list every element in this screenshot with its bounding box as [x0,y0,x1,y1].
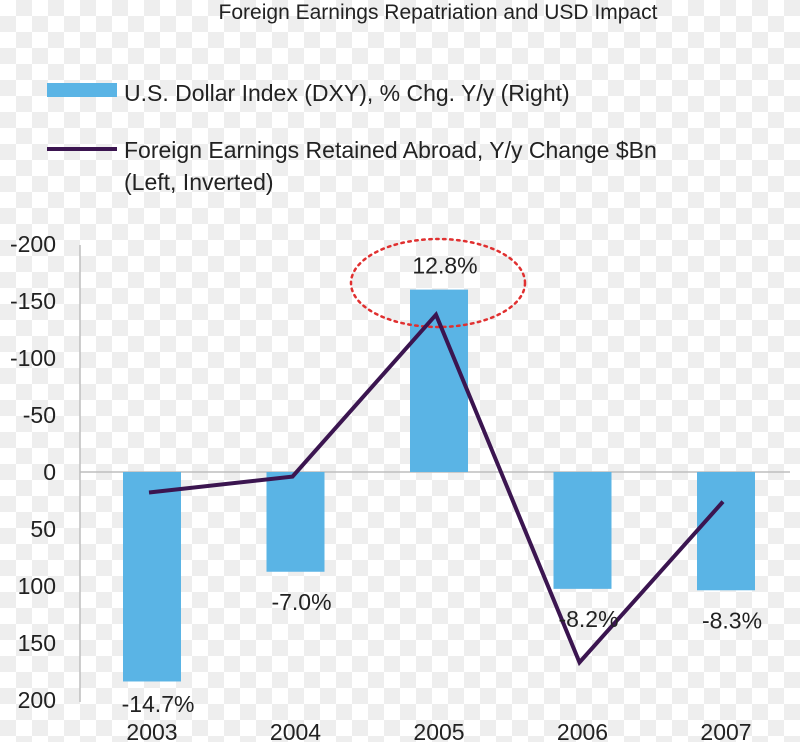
bar-label-2005: 12.8% [412,253,477,279]
x-axis-ticks: 2003 2004 2005 2006 2007 [126,719,751,742]
legend-label-dxy: U.S. Dollar Index (DXY), % Chg. Y/y (Rig… [124,80,570,106]
y-tick-label: 0 [43,459,56,485]
y-axis-ticks: -200 -150 -100 -50 0 50 100 150 200 [10,231,56,713]
highlight-ellipse [349,237,527,329]
y-tick-label: 100 [18,573,56,599]
y-tick-label: -50 [23,402,56,428]
y-tick-label: 150 [18,630,56,656]
y-tick-label: -100 [10,345,56,371]
legend-label-earnings-line2: (Left, Inverted) [124,169,274,195]
y-tick-label: 50 [30,516,56,542]
bar-2007 [697,472,755,591]
x-tick-label: 2006 [557,719,608,742]
bar-label-2006: -8.2% [558,606,618,632]
y-tick-label: -200 [10,231,56,257]
line-series [148,310,725,667]
x-tick-label: 2005 [413,719,464,742]
legend-label-earnings-line1: Foreign Earnings Retained Abroad, Y/y Ch… [124,137,657,163]
bar-series [123,289,755,682]
x-tick-label: 2004 [270,719,321,742]
chart-title: Foreign Earnings Repatriation and USD Im… [219,1,658,24]
bar-2003 [123,472,181,682]
x-tick-label: 2007 [700,719,751,742]
bar-data-labels: -14.7% -7.0% 12.8% -8.2% -8.3% [122,253,762,717]
y-tick-label: 200 [18,687,56,713]
bar-label-2004: -7.0% [271,589,331,615]
y-tick-label: -150 [10,288,56,314]
bar-label-2003: -14.7% [122,691,195,717]
x-tick-label: 2003 [126,719,177,742]
legend-swatch-bar [47,83,117,97]
bar-2004 [266,472,325,572]
bar-2006 [553,472,612,589]
bar-label-2007: -8.3% [702,607,762,633]
